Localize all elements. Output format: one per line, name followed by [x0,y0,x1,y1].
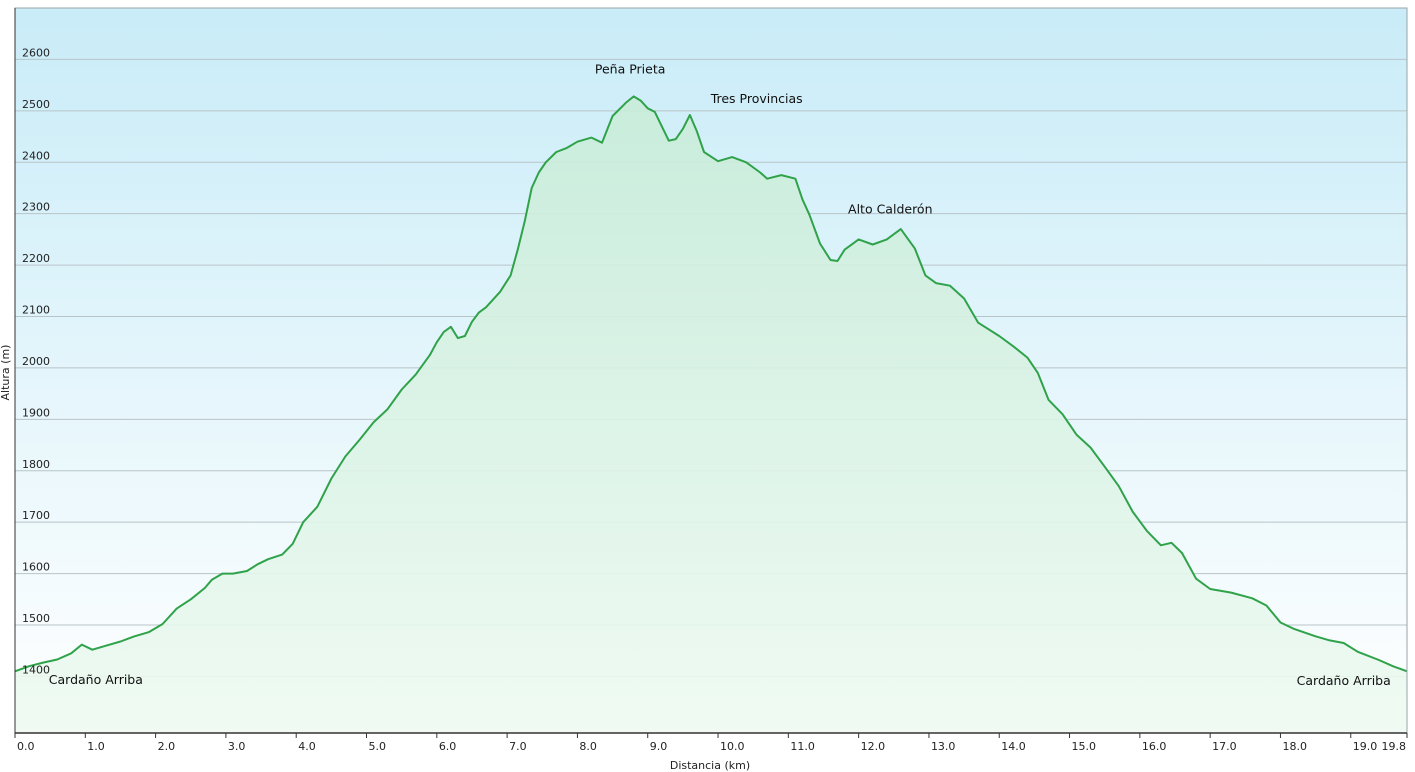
y-tick-label: 2600 [22,46,50,59]
x-tick-label: 19.8 [1382,740,1407,753]
y-tick-label: 2400 [22,149,50,162]
annotation-label: Cardaño Arriba [1297,673,1391,688]
x-tick-label: 16.0 [1142,740,1167,753]
elevation-line [14,95,1408,673]
x-axis-ticks: 0.0 1.0 2.0 3.0 4.0 5.0 6.0 7.0 8.0 9.0 10.0 11.0 12… [14,733,1408,753]
y-tick-label: 1400 [22,663,50,676]
y-tick-label: 1500 [22,612,50,625]
x-tick-label: 2.0 [158,740,176,753]
x-tick-label: 10.0 [720,740,745,753]
x-tick-label: 12.0 [861,740,886,753]
y-tick-label: 2000 [22,355,50,368]
y-tick-label: 2500 [22,98,50,111]
y-axis-title: Altura (m) [0,345,12,401]
x-tick-label: 1.0 [87,740,105,753]
x-tick-label: 17.0 [1212,740,1237,753]
elevation-area-fill [15,96,1407,733]
x-tick-label: 19.0 [1353,740,1378,753]
x-tick-label: 5.0 [369,740,387,753]
annotation-label: Peña Prieta [595,61,666,76]
x-tick-label: 18.0 [1282,740,1307,753]
x-tick-label: 8.0 [579,740,597,753]
y-tick-label: 2200 [22,252,50,265]
x-tick-label: 6.0 [439,740,457,753]
x-tick-label: 14.0 [1001,740,1026,753]
y-tick-label: 2300 [22,201,50,214]
annotation-label: Alto Calderón [848,202,932,217]
y-tick-label: 2100 [22,304,50,317]
x-tick-label: 15.0 [1072,740,1097,753]
x-tick-label: 11.0 [790,740,815,753]
annotations: Peña Prieta Tres Provincias Alto Calderón C… [49,61,1391,688]
x-tick-label: 0.0 [17,740,35,753]
x-tick-label: 13.0 [931,740,956,753]
x-tick-label: 3.0 [228,740,246,753]
y-tick-label: 1600 [22,561,50,574]
y-tick-label: 1900 [22,406,50,419]
annotation-label: Cardaño Arriba [49,672,143,687]
x-axis-title: Distancia (km) [670,759,750,772]
annotation-label: Tres Provincias [710,91,803,106]
y-axis-ticks: 1400 1500 1600 1700 1800 1900 2000 2100 2200 2300… [22,46,50,676]
x-tick-label: 9.0 [650,740,668,753]
x-tick-label: 4.0 [298,740,316,753]
y-tick-label: 1700 [22,509,50,522]
x-tick-label: 7.0 [509,740,527,753]
y-tick-label: 1800 [22,458,50,471]
